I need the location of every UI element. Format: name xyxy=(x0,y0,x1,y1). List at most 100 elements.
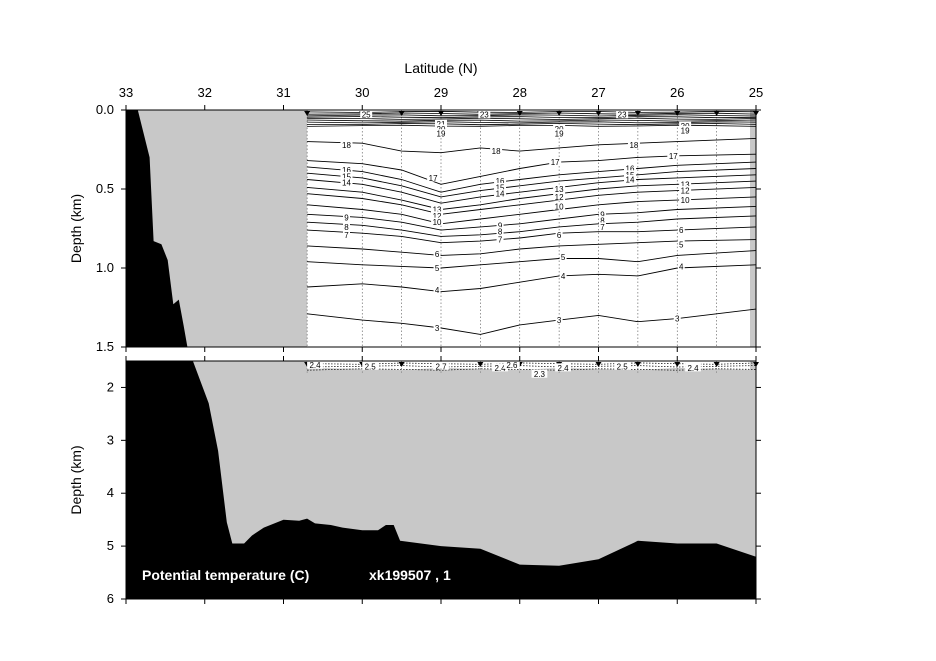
contour-label: 8 xyxy=(498,228,503,237)
contour-label: 4 xyxy=(435,286,440,295)
contour-label-bg xyxy=(555,363,571,372)
contour-label-bg xyxy=(503,360,520,369)
contour-label-bg xyxy=(624,175,636,184)
contour-label: 16 xyxy=(496,177,505,186)
contour-label-bg xyxy=(555,230,563,239)
contour-line-14 xyxy=(307,174,756,204)
station-marker xyxy=(713,362,720,367)
lower-plot-area xyxy=(126,361,756,599)
contour-label-bg xyxy=(340,178,353,187)
contour-label: 9 xyxy=(344,213,349,222)
y-tick-label: 6 xyxy=(107,591,114,606)
upper-bathymetry xyxy=(126,110,188,347)
lower-no-data-edge xyxy=(750,361,756,377)
contour-label: 4 xyxy=(561,272,566,281)
contour-label: 15 xyxy=(496,183,505,192)
contour-label: 2.4 xyxy=(687,364,699,373)
upper-no-data-edge xyxy=(750,110,756,347)
contour-label: 3 xyxy=(435,324,440,333)
contour-label: 17 xyxy=(551,158,560,167)
contour-label-bg xyxy=(478,110,491,119)
contour-label: 12 xyxy=(433,212,442,221)
contour-label-bg xyxy=(343,222,350,231)
x-tick-label: 33 xyxy=(119,85,133,100)
contour-label: 2.4 xyxy=(495,364,507,373)
station-marker xyxy=(595,111,602,116)
contour-label-bg xyxy=(555,315,563,324)
contour-label: 2.4 xyxy=(309,361,321,370)
contour-label-bg xyxy=(685,363,701,372)
contour-label: 2.5 xyxy=(617,362,629,371)
x-tick-label: 27 xyxy=(591,85,605,100)
contour-label: 14 xyxy=(496,190,505,199)
contour-label-bg xyxy=(616,110,629,119)
contour-label-bg xyxy=(494,176,507,185)
contour-label-bg xyxy=(553,184,566,193)
contour-label: 3 xyxy=(675,315,680,324)
cruise-label: xk199507 , 1 xyxy=(369,567,451,583)
contour-line-10 xyxy=(307,196,756,225)
y-axis-title: Depth (km) xyxy=(68,194,84,263)
contour-label: 7 xyxy=(498,236,503,245)
lower-axes: 2 3 4 5 6 Depth (km) xyxy=(68,356,761,606)
contour-label: 4 xyxy=(679,262,684,271)
contour-label-bg xyxy=(362,361,379,370)
contour-label-bg xyxy=(307,360,323,369)
y-axis-title: Depth (km) xyxy=(68,445,84,514)
contour-label-bg xyxy=(559,252,567,261)
contour-label-bg xyxy=(677,239,685,248)
contour-label-bg xyxy=(435,119,447,128)
contour-label: 9 xyxy=(600,210,605,219)
surface-contour-line xyxy=(307,119,756,122)
lower-contour-labels: 2.4 2.5 2.7 2.4 2.62.32.4 2.5 2.4 xyxy=(304,360,759,379)
contour-line-5 xyxy=(307,250,756,269)
contour-label: 18 xyxy=(492,147,501,156)
contour-label-bg xyxy=(677,225,685,234)
y-tick-label: 2 xyxy=(107,379,114,394)
contour-label-bg xyxy=(433,361,449,370)
surface-contour-line xyxy=(307,110,756,113)
contour-label: 8 xyxy=(344,223,349,232)
contour-label-bg xyxy=(667,151,680,160)
contour-label: 18 xyxy=(629,141,638,150)
contour-label-bg xyxy=(340,171,353,180)
contour-label-bg xyxy=(553,201,566,210)
contour-label: 17 xyxy=(669,152,678,161)
contour-label: 12 xyxy=(555,193,564,202)
contour-line-9 xyxy=(307,205,756,231)
x-tick-label: 29 xyxy=(434,85,448,100)
contour-line-16 xyxy=(307,161,756,193)
contour-label-bg xyxy=(679,121,692,130)
contour-label-bg xyxy=(496,220,504,229)
contour-label: 17 xyxy=(429,174,438,183)
x-tick-label: 32 xyxy=(198,85,212,100)
contour-label-bg xyxy=(549,157,562,166)
station-marker xyxy=(634,362,641,367)
station-marker xyxy=(713,111,720,116)
contour-label: 15 xyxy=(342,172,351,181)
station-marker xyxy=(438,111,444,116)
contour-label-bg xyxy=(490,146,503,155)
lower-bathymetry xyxy=(126,361,756,599)
contour-label: 14 xyxy=(626,176,635,185)
contour-label-bg xyxy=(492,363,508,372)
contour-label-bg xyxy=(614,361,631,370)
contour-label-bg xyxy=(598,222,606,231)
station-marker xyxy=(595,362,602,367)
station-marker xyxy=(674,111,681,116)
contour-label: 14 xyxy=(342,179,351,188)
contour-label-bg xyxy=(624,170,636,179)
contour-label-bg xyxy=(673,314,681,323)
y-tick-label: 0.5 xyxy=(96,181,114,196)
contour-line-4 xyxy=(307,264,756,293)
contour-label: 13 xyxy=(681,180,690,189)
contour-label-bg xyxy=(433,263,441,272)
contour-label: 19 xyxy=(681,127,690,136)
contour-label-bg xyxy=(496,227,504,236)
contour-label: 6 xyxy=(679,226,684,235)
contour-label: 10 xyxy=(433,218,442,227)
contour-label-bg xyxy=(553,124,566,133)
